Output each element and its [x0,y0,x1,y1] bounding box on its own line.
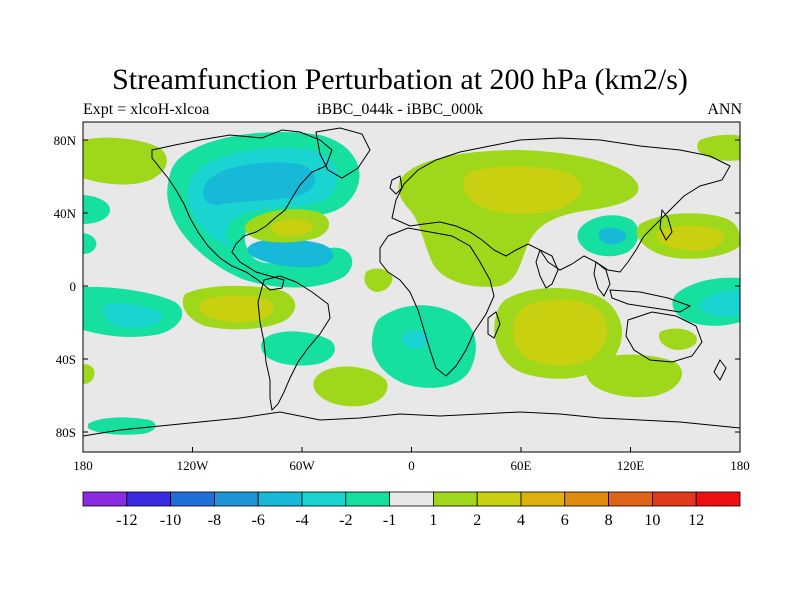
lon-label-180w: 180 [73,458,93,473]
coast-india [535,249,559,289]
coast-madagascar [487,311,501,339]
contour-china-neg2 [598,227,627,245]
contour-north-atlantic-neg1 [83,195,110,224]
lat-label-80s: 80S [56,425,76,440]
colorbar: -12 -10 -8 -6 -4 -2 -1 1 2 4 6 8 10 12 [82,491,741,529]
contour-east-pacific-neg2 [103,303,163,328]
lon-label-120e: 120E [617,458,645,473]
colorbar-swatch [608,491,653,507]
colorbar-swatch [170,491,215,507]
contour-atlantic-pos2 [271,219,313,236]
season-label: ANN [707,101,742,118]
plot-title: Streamfunction Perturbation at 200 hPa (… [112,63,688,96]
colorbar-label: 12 [688,512,704,529]
contour-west-africa-pos1 [364,268,393,292]
colorbar-label: -2 [339,512,352,529]
negative-anomaly-regions [83,131,740,435]
colorbar-label: -6 [252,512,265,529]
contour-southern-ocean-neg1 [88,417,156,435]
colorbar-swatch [213,491,259,507]
colorbar-swatch [476,491,522,507]
lon-label-180e: 180 [730,458,750,473]
contour-south-atlantic-pos1 [313,366,388,407]
coast-indochina [593,261,611,297]
coastlines [83,127,740,437]
colorbar-swatch [389,491,434,507]
colorbar-swatch [82,491,128,507]
contour-arctic-east-pos1 [697,134,740,161]
coast-indonesia [609,289,692,313]
contour-north-pacific-pos1 [83,137,167,185]
comparison-label: iBBC_044k - iBBC_000k [316,101,484,118]
colorbar-label: -8 [208,512,221,529]
colorbar-label: -12 [116,512,137,529]
colorbar-swatch [432,491,478,507]
colorbar-label: -10 [160,512,181,529]
lat-label-40n: 40N [54,206,77,221]
contour-australia-pos1 [658,328,697,350]
lat-label-eq: 0 [70,279,77,294]
colorbar-label: 2 [473,512,481,529]
contour-south-ocean-east-pos1 [585,354,683,398]
colorbar-swatch [520,491,566,507]
colorbar-swatch [564,491,609,507]
colorbar-label: 8 [605,512,613,529]
colorbar-label: 6 [561,512,569,529]
map-panel [83,122,740,452]
longitude-axis [82,447,741,452]
coast-new-zealand [713,359,727,381]
contour-west-pacific-neg2 [699,290,740,317]
contour-south-pacific-pos2 [199,295,274,323]
coast-south-america [257,275,331,412]
contour-eurasia-pos2 [463,166,582,215]
colorbar-label: -4 [295,512,308,529]
colorbar-label: 4 [517,512,525,529]
colorbar-swatch [345,491,390,507]
coast-eurasia [391,137,731,273]
coast-japan [659,208,673,241]
lat-label-80n: 80N [54,133,77,148]
contour-mid-south-atlantic-pos1 [83,364,95,384]
contour-north-america-neg4 [203,162,316,205]
colorbar-label: 1 [429,512,437,529]
contour-tropical-atlantic-neg1 [371,305,476,388]
coast-greenland [315,127,371,179]
contour-dateline-north-neg1 [83,233,97,254]
coast-antarctica [83,411,740,437]
colorbar-swatch [652,491,697,507]
lon-label-120w: 120W [177,458,210,473]
lon-label-0: 0 [408,458,415,473]
lat-label-40s: 40S [56,352,76,367]
positive-anomaly-regions [83,134,740,407]
coast-uk [389,175,403,195]
contour-us-east-neg2 [247,238,334,268]
colorbar-swatch [301,491,347,507]
colorbar-swatch [126,491,172,507]
lon-label-60e: 60E [511,458,532,473]
contour-indian-ocean-pos2 [513,299,607,366]
experiment-label: Expt = xlcoH-xlcoa [83,101,210,118]
coast-australia [625,311,703,363]
contour-north-pacific-east-pos2 [656,225,724,251]
coast-africa [379,227,495,377]
colorbar-swatch [695,491,741,507]
contour-tropical-atlantic-neg2 [402,330,429,349]
latitude-axis [83,139,740,433]
contour-south-america-neg1 [261,331,335,366]
colorbar-label: -1 [383,512,396,529]
lon-label-60w: 60W [289,458,315,473]
colorbar-label: 10 [644,512,660,529]
colorbar-swatch [257,491,303,507]
coast-north-america [151,129,333,291]
